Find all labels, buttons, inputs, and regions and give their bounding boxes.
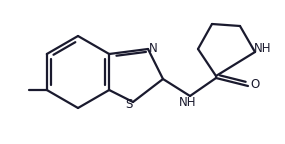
Text: O: O: [251, 77, 260, 90]
Text: N: N: [148, 41, 157, 54]
Text: S: S: [125, 97, 133, 110]
Text: NH: NH: [254, 42, 272, 55]
Text: NH: NH: [179, 96, 197, 109]
